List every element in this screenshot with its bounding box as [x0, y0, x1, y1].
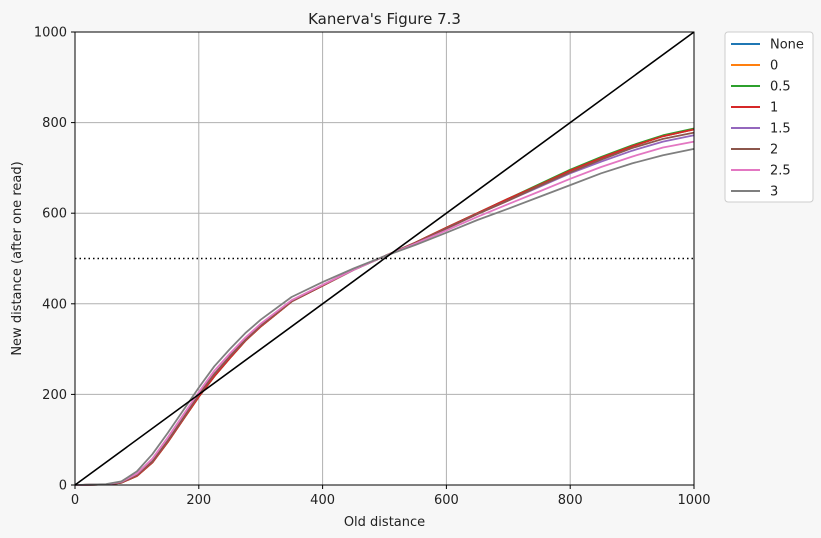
x-tick-label: 200 [186, 493, 211, 508]
legend-label: 2.5 [770, 164, 791, 179]
chart-title: Kanerva's Figure 7.3 [308, 10, 461, 28]
y-tick-label: 800 [42, 116, 67, 131]
legend-label: 0 [770, 59, 778, 74]
legend: None 0 0.5 1 1.5 2 2.5 3 [724, 31, 814, 203]
y-tick-label: 400 [42, 297, 67, 312]
legend-label: 1 [770, 101, 778, 116]
series-lines [74, 127, 695, 486]
x-axis-ticks: 0 200 400 600 800 1000 [71, 485, 711, 508]
legend-label: 0.5 [770, 80, 791, 95]
y-axis-label: New distance (after one read) [10, 161, 25, 355]
legend-label: 1.5 [770, 122, 791, 137]
series-line-3 [74, 148, 695, 486]
legend-label: 3 [770, 185, 778, 200]
plot-frame [74, 31, 695, 486]
series-line-2.5 [74, 140, 695, 486]
legend-label: None [770, 38, 804, 53]
x-tick-label: 0 [71, 493, 79, 508]
y-tick-label: 600 [42, 207, 67, 222]
y-axis-ticks: 0 200 400 600 800 1000 [34, 26, 75, 494]
y-tick-label: 1000 [34, 26, 67, 41]
x-tick-label: 1000 [677, 493, 710, 508]
legend-box [724, 31, 814, 203]
x-axis-label: Old distance [344, 515, 425, 530]
reference-lines [74, 31, 695, 486]
x-tick-label: 400 [310, 493, 335, 508]
y-tick-label: 200 [42, 388, 67, 403]
legend-label: 2 [770, 143, 778, 158]
identity-diagonal-line [74, 31, 695, 486]
x-tick-label: 600 [434, 493, 459, 508]
y-tick-label: 0 [59, 479, 67, 494]
x-tick-label: 800 [558, 493, 583, 508]
